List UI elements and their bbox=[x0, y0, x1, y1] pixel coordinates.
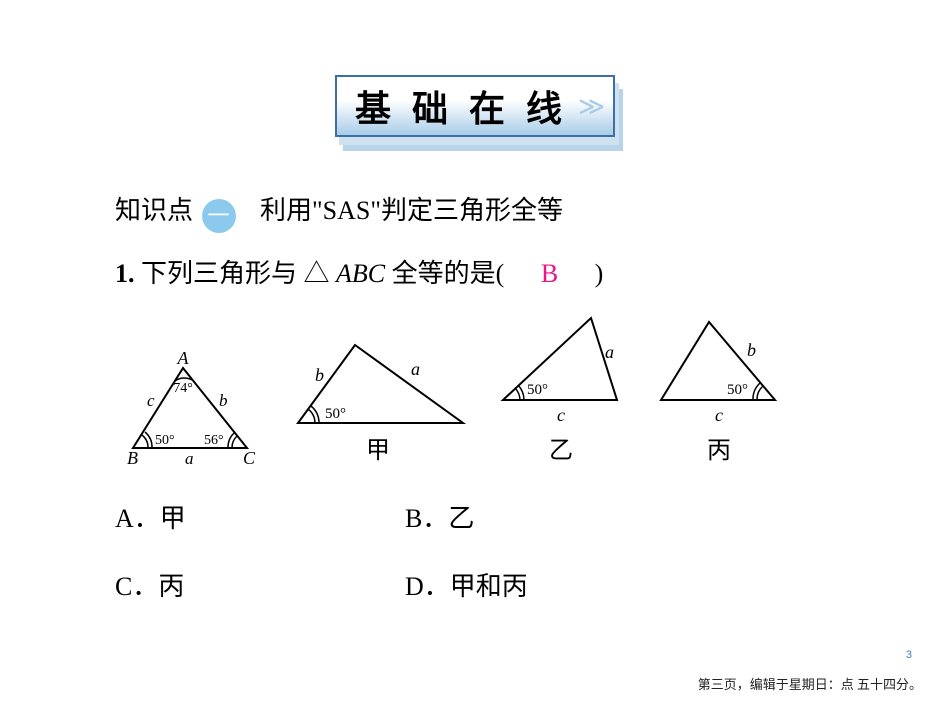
svg-text:a: a bbox=[185, 449, 194, 468]
question-row: 1. 下列三角形与 △ ABC 全等的是( B ) bbox=[115, 253, 860, 295]
triangle-bing: b 50° c 丙 bbox=[649, 312, 789, 470]
triangle-abc: A B C c b a 74° 50° 56° bbox=[115, 350, 265, 470]
footer-note: 第三页，编辑于星期日：点 五十四分。 bbox=[698, 674, 922, 693]
options-grid: A．甲 B．乙 C．丙 D．甲和丙 bbox=[115, 498, 860, 607]
banner-main: 基 础 在 线 ≫ bbox=[335, 75, 615, 137]
triangle-name: ABC bbox=[336, 259, 385, 288]
knowledge-point-row: 知识点 一 利用"SAS"判定三角形全等 bbox=[115, 190, 860, 233]
triangle-abc-svg: A B C c b a 74° 50° 56° bbox=[115, 350, 265, 470]
side-bottom-bing: c bbox=[715, 401, 723, 430]
svg-text:A: A bbox=[177, 350, 190, 368]
svg-text:a: a bbox=[411, 359, 420, 379]
svg-text:50°: 50° bbox=[325, 406, 346, 422]
svg-text:50°: 50° bbox=[527, 382, 548, 398]
svg-text:C: C bbox=[243, 448, 256, 468]
triangle-yi: a 50° c 乙 bbox=[491, 312, 631, 470]
banner-text: 基 础 在 线 bbox=[355, 80, 568, 132]
triangles-row: A B C c b a 74° 50° 56° b a 50° 甲 bbox=[115, 312, 860, 470]
question-number: 1. bbox=[115, 259, 135, 288]
svg-text:50°: 50° bbox=[727, 382, 748, 398]
option-b: B．乙 bbox=[405, 498, 695, 540]
caption-yi: 乙 bbox=[549, 432, 573, 470]
svg-text:b: b bbox=[219, 391, 228, 410]
question-text-after: 全等的是( bbox=[392, 259, 531, 288]
svg-text:56°: 56° bbox=[204, 433, 224, 448]
caption-bing: 丙 bbox=[707, 432, 731, 470]
side-bottom-yi: c bbox=[557, 401, 565, 430]
kp-badge: 一 bbox=[202, 199, 236, 233]
triangle-yi-svg: a 50° bbox=[491, 312, 631, 407]
svg-text:B: B bbox=[127, 448, 138, 468]
svg-text:c: c bbox=[147, 391, 155, 410]
svg-text:a: a bbox=[605, 342, 614, 362]
triangle-symbol: △ bbox=[304, 259, 330, 288]
option-d: D．甲和丙 bbox=[405, 566, 695, 608]
content-area: 知识点 一 利用"SAS"判定三角形全等 1. 下列三角形与 △ ABC 全等的… bbox=[115, 190, 860, 608]
caption-jia: 甲 bbox=[366, 432, 390, 470]
page-number: 3 bbox=[906, 649, 912, 661]
header-banner: 基 础 在 线 ≫ bbox=[335, 75, 625, 151]
triangle-jia: b a 50° 甲 bbox=[283, 335, 473, 470]
banner-arrow: ≫ bbox=[578, 91, 605, 122]
question-text-before: 下列三角形与 bbox=[141, 259, 297, 288]
svg-text:b: b bbox=[747, 340, 756, 360]
question-close: ) bbox=[569, 259, 604, 288]
kp-topic: 利用"SAS"判定三角形全等 bbox=[260, 196, 563, 225]
option-c: C．丙 bbox=[115, 566, 405, 608]
option-a: A．甲 bbox=[115, 498, 405, 540]
svg-text:74°: 74° bbox=[173, 381, 193, 396]
triangle-jia-svg: b a 50° bbox=[283, 335, 473, 430]
kp-prefix: 知识点 bbox=[115, 190, 193, 232]
svg-text:50°: 50° bbox=[155, 433, 175, 448]
svg-text:b: b bbox=[315, 365, 324, 385]
triangle-bing-svg: b 50° bbox=[649, 312, 789, 407]
answer-fill: B bbox=[541, 259, 558, 288]
